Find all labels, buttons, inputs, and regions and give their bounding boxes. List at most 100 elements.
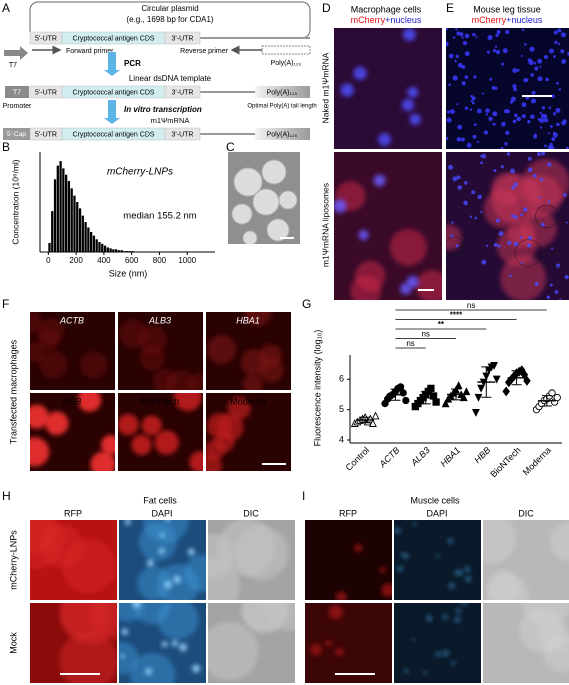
- micrograph: [446, 152, 569, 300]
- label: Mouse leg tissue: [473, 4, 541, 14]
- cell: [457, 185, 462, 190]
- point: [492, 375, 501, 384]
- micrograph: [394, 603, 481, 683]
- cell: [30, 404, 49, 429]
- cell: [553, 55, 556, 58]
- particle: [252, 188, 280, 216]
- cell: [183, 554, 206, 593]
- cell: [455, 28, 458, 31]
- cell: [455, 608, 462, 614]
- point: [477, 384, 486, 393]
- cell: [472, 134, 477, 139]
- segment: [164, 31, 201, 45]
- cell: [402, 553, 409, 559]
- cell: [207, 335, 236, 364]
- cell: [404, 669, 409, 674]
- cell: [461, 65, 466, 69]
- histogram-bar: [84, 222, 87, 252]
- y-tick-label: 6: [339, 374, 344, 384]
- label: Fat cells: [143, 495, 177, 505]
- cell: [446, 236, 464, 256]
- cell: [497, 244, 501, 248]
- cell: [165, 370, 196, 390]
- point: [371, 411, 380, 420]
- panel-letter: A: [2, 1, 10, 15]
- histogram-bar: [95, 239, 98, 252]
- cell: [548, 106, 552, 109]
- cell: [489, 77, 493, 81]
- cell: [526, 243, 532, 248]
- label: Naked m1ΨmRNA: [320, 52, 330, 123]
- cell: [488, 116, 493, 122]
- cell: [447, 538, 454, 544]
- cell: [400, 552, 405, 556]
- cell: [451, 221, 454, 224]
- cell: [473, 75, 477, 79]
- cell: [486, 50, 490, 54]
- x-tick-label: HBB: [472, 445, 492, 465]
- cell: [447, 110, 451, 114]
- stain-label: mCherry+nucleus: [351, 15, 422, 25]
- cell: [500, 255, 547, 300]
- cell: [100, 434, 115, 456]
- cell: [494, 45, 498, 48]
- cell: [505, 130, 510, 135]
- cell: [516, 69, 520, 72]
- cell: [452, 36, 456, 39]
- cell: [523, 78, 528, 83]
- cell: [480, 210, 483, 214]
- label: Linear dsDNA template: [129, 74, 212, 83]
- error-bar: [360, 416, 371, 424]
- cell: [553, 112, 557, 116]
- t7-box: [5, 86, 29, 98]
- cell: [508, 274, 512, 278]
- label: In vitro transcription: [124, 105, 202, 114]
- significance-label: ****: [450, 311, 463, 320]
- point: [474, 393, 483, 402]
- cell: [131, 434, 152, 456]
- histogram-bar: [90, 232, 93, 252]
- cell: [446, 117, 452, 123]
- micrograph: [119, 603, 206, 683]
- cell: [120, 654, 125, 659]
- label: Mock: [8, 632, 18, 654]
- micrograph: [119, 520, 206, 600]
- x-tick-label: 1000: [178, 256, 196, 265]
- label: ACTB: [59, 315, 84, 325]
- cell: [244, 312, 272, 326]
- cell: [456, 175, 461, 180]
- cell: [537, 76, 543, 82]
- cell: [189, 451, 203, 471]
- cell: [505, 29, 510, 35]
- cell: [335, 591, 347, 600]
- cell: [495, 218, 500, 223]
- cell: [455, 244, 459, 248]
- cell: [504, 142, 508, 146]
- point: [548, 389, 556, 397]
- x-tick-label: 0: [46, 256, 51, 265]
- x-tick-label: HBA1: [438, 445, 462, 469]
- label: Optimal Poly(A) tail length: [247, 104, 316, 110]
- cell: [481, 259, 487, 265]
- histogram-bar: [120, 250, 123, 252]
- cell: [506, 152, 511, 156]
- particle: [233, 167, 263, 197]
- cell: [409, 113, 421, 126]
- cell: [524, 43, 527, 46]
- cell: [173, 575, 181, 584]
- label: Moderna: [230, 396, 266, 406]
- label: m1ΨmRNA liposomes: [320, 183, 330, 267]
- cell: [354, 543, 363, 553]
- x-tick-label: ALB3: [408, 445, 431, 468]
- label: Cryptococcal antigen CDS: [72, 131, 154, 138]
- label: Reverse primer: [180, 48, 229, 55]
- label: RFP: [64, 508, 82, 518]
- micrograph: [483, 520, 569, 600]
- micrograph: [305, 603, 392, 683]
- micrograph-bg: [394, 520, 481, 600]
- cell: [529, 46, 535, 52]
- cell: [472, 32, 476, 37]
- cell: [493, 169, 497, 173]
- point: [402, 396, 410, 405]
- cell: [530, 114, 535, 120]
